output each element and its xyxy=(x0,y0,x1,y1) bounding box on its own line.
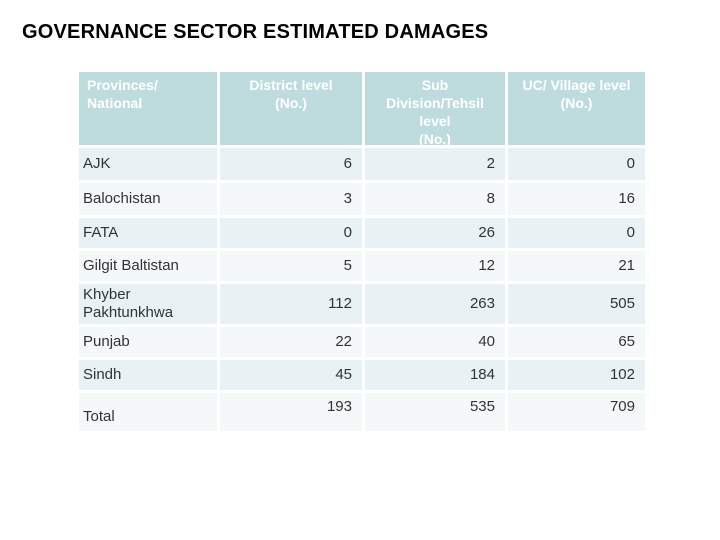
row-balochistan-district: 3 xyxy=(220,183,362,215)
row-punjab-uc-village: 65 xyxy=(508,327,645,357)
row-sindh-sub-division: 184 xyxy=(365,360,505,390)
row-gilgit-baltistan-uc-village: 21 xyxy=(508,251,645,281)
row-gilgit-baltistan-sub-division: 12 xyxy=(365,251,505,281)
row-ajk-district: 6 xyxy=(220,148,362,180)
row-balochistan-sub-division: 8 xyxy=(365,183,505,215)
damages-table: Provinces/ National District level (No.)… xyxy=(79,72,645,431)
row-fata-label: FATA xyxy=(79,218,217,248)
row-punjab-sub-division: 40 xyxy=(365,327,505,357)
row-fata-uc-village: 0 xyxy=(508,218,645,248)
row-total-district: 193 xyxy=(220,393,362,431)
row-sindh-district: 45 xyxy=(220,360,362,390)
row-ajk-sub-division: 2 xyxy=(365,148,505,180)
row-balochistan-uc-village: 16 xyxy=(508,183,645,215)
row-total-sub-division: 535 xyxy=(365,393,505,431)
page-title: GOVERNANCE SECTOR ESTIMATED DAMAGES xyxy=(22,21,489,43)
row-total-label: Total xyxy=(79,393,217,431)
row-khyber-pakhtunkhwa-district: 112 xyxy=(220,284,362,324)
col-header-uc-village-level: UC/ Village level (No.) xyxy=(508,72,645,145)
row-punjab-label: Punjab xyxy=(79,327,217,357)
row-fata-district: 0 xyxy=(220,218,362,248)
col-header-sub-division-tehsil-level: Sub Division/Tehsil level (No.) xyxy=(365,72,505,147)
row-khyber-pakhtunkhwa-uc-village: 505 xyxy=(508,284,645,324)
col-header-district-level: District level (No.) xyxy=(220,72,362,145)
row-balochistan-label: Balochistan xyxy=(79,183,217,215)
row-sindh-label: Sindh xyxy=(79,360,217,390)
row-ajk-label: AJK xyxy=(79,148,217,180)
row-fata-sub-division: 26 xyxy=(365,218,505,248)
row-sindh-uc-village: 102 xyxy=(508,360,645,390)
row-total-uc-village: 709 xyxy=(508,393,645,431)
row-ajk-uc-village: 0 xyxy=(508,148,645,180)
row-punjab-district: 22 xyxy=(220,327,362,357)
row-gilgit-baltistan-district: 5 xyxy=(220,251,362,281)
row-gilgit-baltistan-label: Gilgit Baltistan xyxy=(79,251,217,281)
col-header-provinces-national: Provinces/ National xyxy=(79,72,217,145)
row-khyber-pakhtunkhwa-sub-division: 263 xyxy=(365,284,505,324)
row-khyber-pakhtunkhwa-label: Khyber Pakhtunkhwa xyxy=(79,284,217,324)
